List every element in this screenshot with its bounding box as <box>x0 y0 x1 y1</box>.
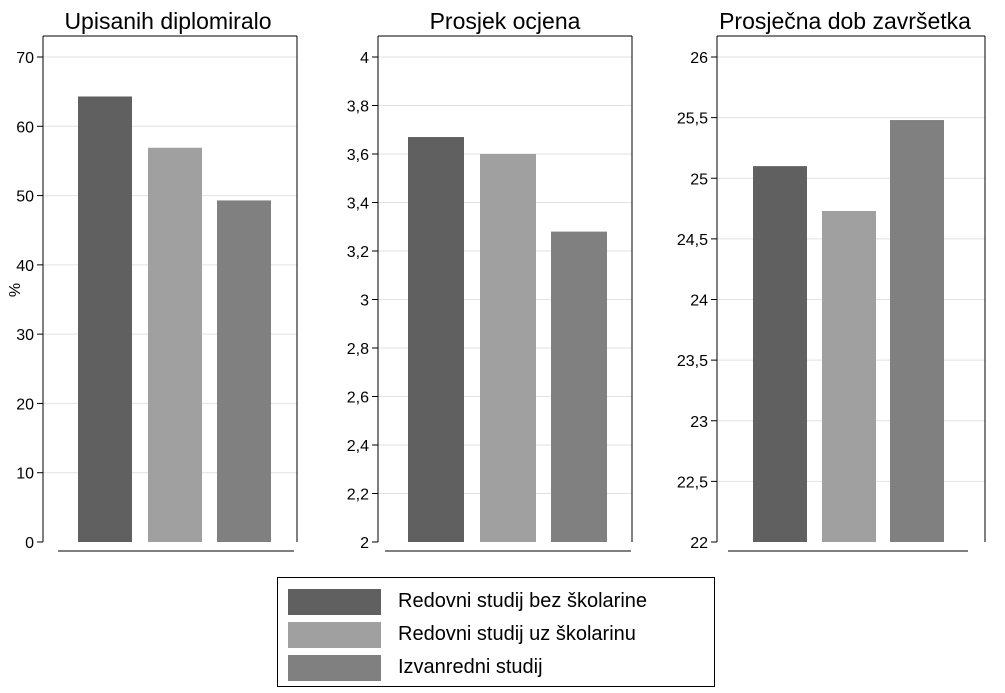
y-tick-label: 26 <box>690 50 708 67</box>
legend: Redovni studij bez školarine Redovni stu… <box>277 577 715 687</box>
y-tick-label: 70 <box>16 50 34 67</box>
legend-swatch <box>288 622 381 648</box>
chart-panel-3: Prosječna dob završetka 22 22,5 23 23,5 24 24,… <box>677 8 986 552</box>
y-tick-label: 3,4 <box>347 196 369 213</box>
y-tick-label: 4 <box>360 50 369 67</box>
legend-swatch <box>288 655 381 681</box>
y-tick-label: 23,5 <box>677 353 708 370</box>
bar <box>408 137 464 542</box>
bar <box>890 120 944 543</box>
bar <box>217 200 271 542</box>
legend-label: Redovni studij uz školarinu <box>398 623 636 645</box>
y-tick-label: 0 <box>25 535 34 552</box>
y-tick-label: 10 <box>16 466 34 483</box>
y-tick-label: 24,5 <box>677 232 708 249</box>
y-tick-label: 2,4 <box>347 438 369 455</box>
y-tick-label: 20 <box>16 396 34 413</box>
y-tick-label: 50 <box>16 189 34 206</box>
y-tick-label: 3,8 <box>347 99 369 116</box>
y-tick-label: 40 <box>16 258 34 275</box>
chart-panel-1: Upisanih diplomiralo 0 10 20 30 40 50 60 70% <box>7 8 298 552</box>
bar <box>148 147 202 542</box>
legend-label: Izvanredni studij <box>398 656 543 678</box>
panel-title: Prosjek ocjena <box>430 8 581 34</box>
y-tick-label: 2,2 <box>347 487 369 504</box>
y-axis-label: % <box>7 283 24 297</box>
y-tick-label: 3,2 <box>347 244 369 261</box>
y-tick-label: 24 <box>690 293 708 310</box>
y-tick-label: 30 <box>16 327 34 344</box>
y-tick-label: 2 <box>360 535 369 552</box>
bar <box>480 154 536 542</box>
y-tick-label: 60 <box>16 119 34 136</box>
panel-title: Upisanih diplomiralo <box>64 8 271 34</box>
y-tick-label: 3 <box>360 293 369 310</box>
y-tick-label: 3,6 <box>347 147 369 164</box>
y-tick-label: 25,5 <box>677 111 708 128</box>
y-tick-label: 25 <box>690 171 708 188</box>
legend-label: Redovni studij bez školarine <box>398 590 648 612</box>
bar <box>78 96 132 542</box>
legend-swatch <box>288 589 381 615</box>
y-tick-label: 22,5 <box>677 474 708 491</box>
y-tick-label: 22 <box>690 535 708 552</box>
bar <box>822 210 876 543</box>
chart-panel-2: Prosjek ocjena 2 2,2 2,4 2,6 2,8 3 3,2 3,4 3,6 3,8… <box>347 8 633 552</box>
bar <box>551 231 607 542</box>
panel-title: Prosječna dob završetka <box>719 8 971 34</box>
bar <box>753 166 807 542</box>
y-tick-label: 2,8 <box>347 341 369 358</box>
y-tick-label: 23 <box>690 414 708 431</box>
y-tick-label: 2,6 <box>347 390 369 407</box>
